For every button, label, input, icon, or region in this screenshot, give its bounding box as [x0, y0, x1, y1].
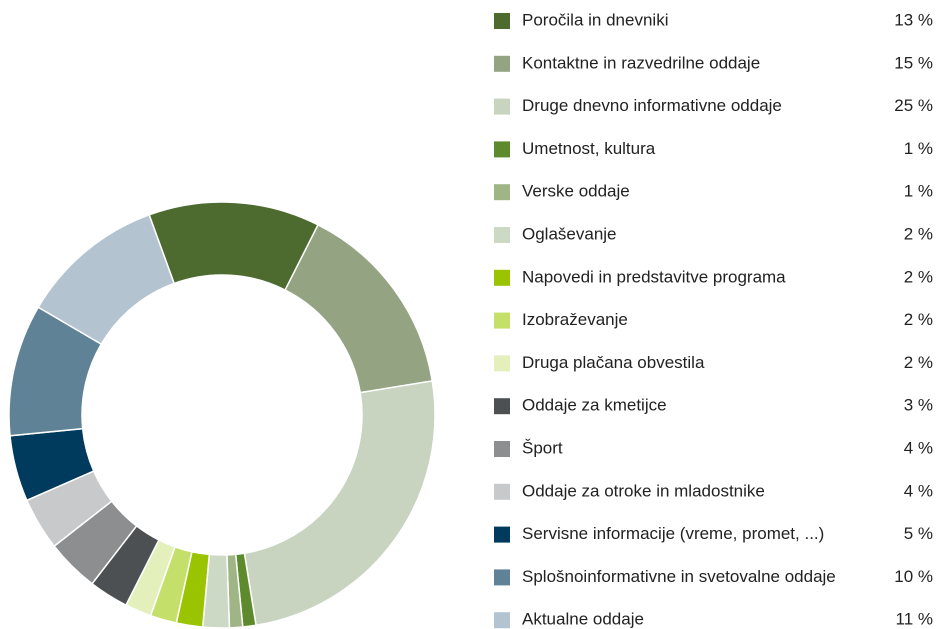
- legend-value: 2 %: [904, 353, 933, 372]
- legend-swatch: [494, 141, 510, 158]
- legend-swatch: [494, 569, 510, 586]
- legend-value: 25 %: [894, 96, 933, 115]
- legend-swatch: [494, 13, 510, 29]
- donut-slice: [284, 223, 434, 394]
- legend-value: 10 %: [894, 567, 933, 586]
- legend-label: Verske oddaje: [522, 182, 630, 201]
- legend-label: Druga plačana obvestila: [522, 353, 705, 372]
- legend-swatch: [494, 441, 510, 457]
- legend-swatch: [494, 355, 510, 372]
- legend-label: Oddaje za otroke in mladostnike: [522, 481, 765, 500]
- legend-value: 4 %: [904, 481, 933, 500]
- legend-swatch: [494, 55, 510, 72]
- legend-value: 11 %: [896, 610, 934, 629]
- legend-value: 13 %: [894, 10, 933, 29]
- legend-value: 4 %: [904, 438, 933, 457]
- legend-value: 1 %: [904, 139, 933, 158]
- legend-value: 1 %: [904, 182, 933, 201]
- legend-value: 2 %: [904, 310, 933, 329]
- legend-label: Izobraževanje: [522, 310, 628, 329]
- legend-label: Šport: [522, 438, 563, 457]
- donut-slice: [37, 213, 176, 346]
- donut-slice: [243, 380, 436, 627]
- legend-swatch: [494, 612, 510, 629]
- legend-value: 5 %: [904, 524, 933, 543]
- legend-label: Druge dnevno informativne oddaje: [522, 96, 782, 115]
- legend-swatch: [494, 227, 510, 243]
- legend-swatch: [494, 398, 510, 415]
- legend-swatch: [494, 483, 510, 500]
- legend-swatch: [494, 184, 510, 201]
- legend-label: Kontaktne in razvedrilne oddaje: [522, 53, 760, 72]
- legend-swatch: [494, 312, 510, 329]
- legend-label: Servisne informacije (vreme, promet, ...…: [522, 524, 824, 543]
- legend-value: 15 %: [894, 53, 933, 72]
- legend-label: Poročila in dnevniki: [522, 10, 668, 29]
- legend-swatch: [494, 526, 510, 543]
- legend-swatch: [494, 269, 510, 286]
- legend-label: Napovedi in predstavitve programa: [522, 267, 786, 286]
- legend-label: Aktualne oddaje: [522, 610, 644, 629]
- legend-label: Oddaje za kmetijce: [522, 396, 667, 415]
- legend-label: Oglaševanje: [522, 224, 617, 243]
- legend-label: Umetnost, kultura: [522, 139, 656, 158]
- legend-value: 2 %: [904, 224, 933, 243]
- legend-swatch: [494, 98, 510, 115]
- legend-value: 2 %: [904, 267, 933, 286]
- legend-value: 3 %: [904, 396, 933, 415]
- legend-label: Splošnoinformativne in svetovalne oddaje: [522, 567, 836, 586]
